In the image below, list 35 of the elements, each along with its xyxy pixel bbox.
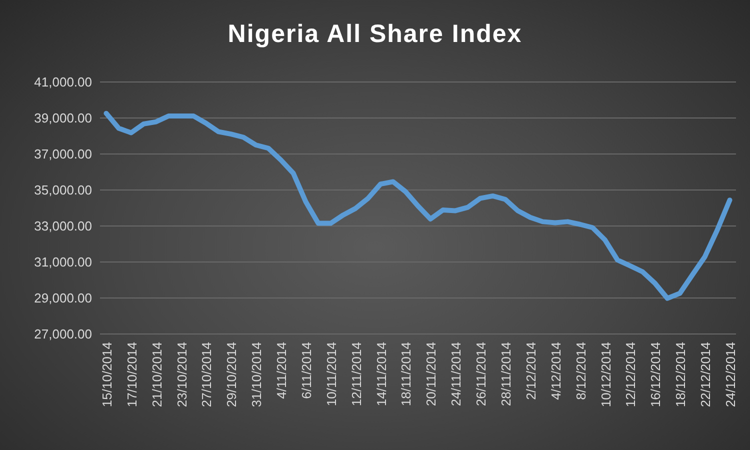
x-tick-label: 4/12/2014 [548,342,564,400]
x-tick-label: 8/12/2014 [573,342,588,400]
x-tick-label: 31/10/2014 [249,342,264,408]
x-tick-label: 12/11/2014 [348,342,364,406]
x-tick-label: 4/11/2014 [274,342,290,399]
x-tick-label: 24/11/2014 [448,342,464,406]
x-tick-label: 17/10/2014 [124,342,140,408]
x-tick-label: 23/10/2014 [174,342,190,408]
y-tick-label: 33,000.00 [34,218,92,234]
x-tick-label: 22/12/2014 [698,342,714,408]
x-tick-label: 20/11/2014 [424,342,439,406]
x-tick-label: 2/12/2014 [523,342,538,400]
x-tick-label: 18/12/2014 [673,342,688,408]
x-tick-label: 24/12/2014 [722,342,738,408]
y-tick-label: 39,000.00 [34,110,92,126]
x-tick-label: 29/10/2014 [224,342,240,408]
x-tick-label: 26/11/2014 [474,342,489,406]
x-tick-label: 18/11/2014 [398,342,414,406]
x-tick-label: 27/10/2014 [199,342,214,408]
x-tick-label: 15/10/2014 [99,342,114,408]
y-tick-label: 35,000.00 [34,182,92,198]
x-tick-label: 10/12/2014 [598,342,614,408]
x-tick-label: 16/12/2014 [648,342,664,408]
y-tick-label: 41,000.00 [34,74,92,90]
chart-title: Nigeria All Share Index [226,20,524,49]
y-tick-label: 27,000.00 [34,326,92,342]
x-tick-label: 12/12/2014 [623,342,638,408]
y-tick-label: 37,000.00 [34,146,92,162]
y-tick-label: 31,000.00 [34,254,92,270]
y-tick-label: 29,000.00 [34,290,92,306]
x-tick-label: 28/11/2014 [498,342,514,406]
x-tick-label: 6/11/2014 [298,342,314,399]
x-tick-label: 10/11/2014 [324,342,339,406]
x-tick-label: 14/11/2014 [374,342,389,406]
x-tick-label: 21/10/2014 [149,342,164,408]
